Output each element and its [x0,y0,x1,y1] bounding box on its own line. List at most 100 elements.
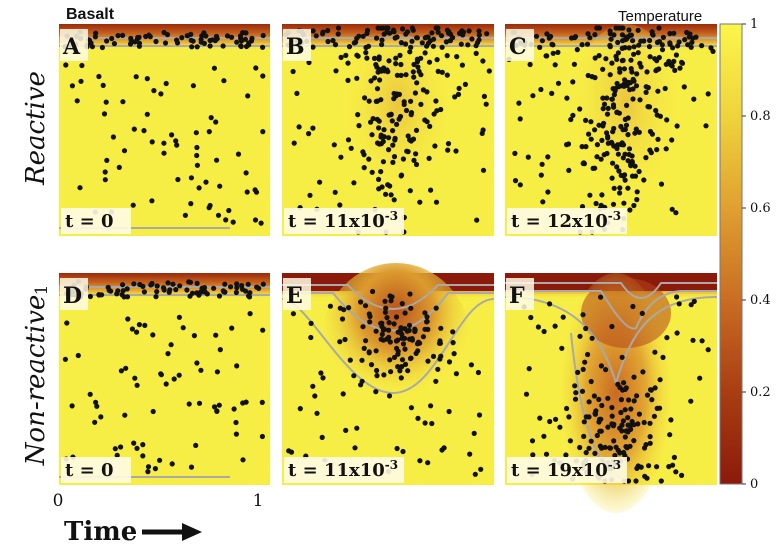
particle [412,328,418,335]
particle [370,288,376,295]
particle [601,101,608,107]
particle [437,340,443,346]
particle [165,351,171,357]
particle [419,40,425,46]
particle [484,31,490,37]
particle [452,94,458,100]
particle [649,131,656,137]
particle [611,185,617,191]
particle [186,401,192,407]
particle [605,395,611,401]
particle [647,420,653,426]
particle [407,188,413,194]
particle [402,326,408,332]
particle [646,44,653,50]
particle [179,35,185,41]
particle [552,62,558,68]
particle [386,147,392,153]
particle [527,61,533,68]
particle [380,159,386,165]
colorbar-tick-label: 0.6 [750,201,771,216]
particle [245,281,251,287]
particle [625,115,631,121]
particle [208,115,214,121]
particle [260,129,266,135]
particle [403,107,410,114]
particle [564,405,570,412]
particle [87,391,93,397]
particle [388,369,394,375]
particle [620,127,626,133]
particle [379,41,385,48]
particle [429,420,435,427]
particle [433,199,440,205]
particle [69,83,75,89]
particle [229,34,235,40]
particle [408,355,414,361]
particle [359,357,365,363]
panel-label-box [283,29,311,61]
particle [376,176,382,182]
particle [605,105,611,111]
particle [211,285,217,291]
particle [483,101,489,107]
particle [101,111,108,117]
particle [588,119,594,125]
particle [355,53,361,59]
particle [604,95,610,101]
particle [383,191,389,197]
particle [587,35,593,41]
particle [75,352,81,359]
particle [149,281,155,287]
particle [123,365,129,371]
panel-label-box [506,29,534,61]
particle [468,362,474,368]
particle [621,380,627,386]
particle [366,350,372,356]
particle [184,287,190,293]
isotherm-contour [281,298,495,395]
particle [634,197,640,203]
particle [188,201,194,207]
particle [313,33,319,39]
particle [372,75,378,81]
particle [188,175,194,181]
particle [379,331,385,337]
colorbar-tick-label: 0.8 [750,109,771,124]
time-label: t = 0 [65,460,113,481]
particle [619,354,625,360]
particle [657,405,663,411]
particle [88,40,94,46]
particle [381,372,387,378]
particle [679,472,685,478]
particle [345,77,351,83]
particle [112,446,118,452]
particle [641,419,647,426]
particle [260,327,266,333]
particle [596,396,602,402]
particle [325,38,331,45]
particle [625,185,631,191]
particle [604,150,610,157]
particle [335,31,341,37]
particle [368,119,374,125]
particle [426,59,433,65]
time-label: t = 19x10-3 [511,458,621,481]
particle [143,33,149,40]
particle [110,134,116,140]
particle [207,202,213,209]
particle [564,142,570,148]
particle [640,369,646,375]
panel-e: Et = 11x10-3 [281,263,495,485]
particle [476,412,483,418]
particle [638,38,644,44]
particle [572,34,579,40]
particle [544,31,550,37]
particle [682,37,688,43]
particle [581,160,587,166]
particle [439,33,445,39]
particle [626,397,632,403]
particle [397,368,403,374]
particle [203,33,209,39]
particle [649,31,656,37]
